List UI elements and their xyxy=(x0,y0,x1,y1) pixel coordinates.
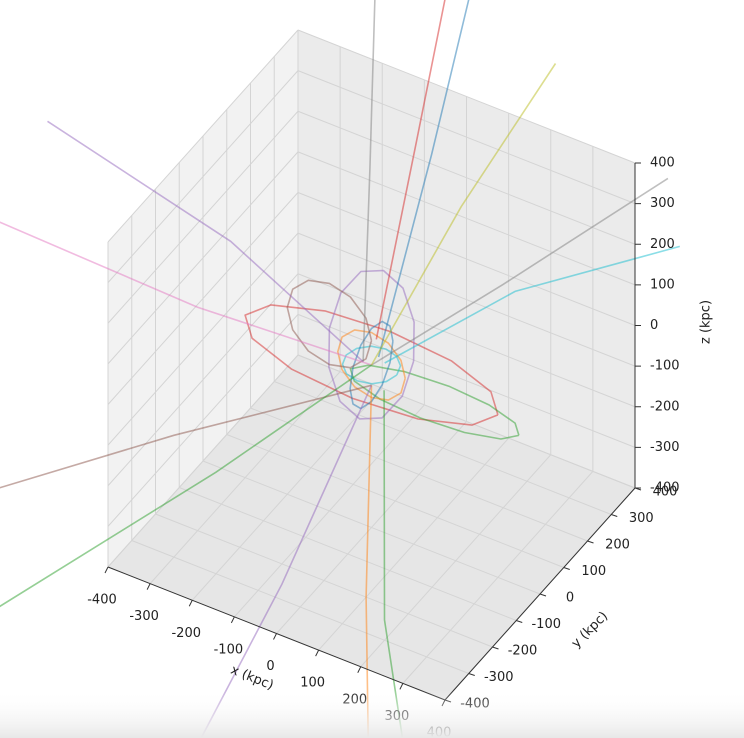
orbit xyxy=(0,221,372,366)
axes: -400-300-200-1000100200300400-400-300-20… xyxy=(87,156,713,738)
grid-line xyxy=(297,29,636,164)
z-tick-label: 100 xyxy=(650,277,675,292)
x-tick-label: 0 xyxy=(266,659,274,674)
grid-line xyxy=(107,232,299,446)
x-tick xyxy=(273,633,277,640)
grid-line xyxy=(297,110,636,245)
y-tick-label: 400 xyxy=(653,485,678,500)
grid-line xyxy=(226,434,564,568)
y-tick-label: -100 xyxy=(531,617,561,632)
orbit xyxy=(286,279,373,369)
orbit xyxy=(328,269,415,420)
x-tick xyxy=(399,683,404,690)
grid-line xyxy=(274,381,612,515)
grid-line xyxy=(297,192,636,326)
orbit xyxy=(362,0,376,362)
x-tick-label: -200 xyxy=(171,626,201,641)
orbit xyxy=(0,364,372,608)
x-tick xyxy=(357,666,362,673)
y-tick xyxy=(563,567,570,570)
grid-line xyxy=(107,70,299,283)
y-tick xyxy=(611,514,618,517)
orbit xyxy=(337,329,406,401)
grid-line xyxy=(107,151,299,365)
x-tick-label: -400 xyxy=(87,593,117,608)
y-tick-label: -200 xyxy=(508,644,538,659)
grid-line xyxy=(297,273,636,408)
orbit xyxy=(244,304,499,426)
z-axis-label: z (kpc) xyxy=(699,300,714,344)
grid-line xyxy=(107,273,299,487)
x-tick xyxy=(146,583,151,590)
orbit xyxy=(384,245,681,364)
y-tick xyxy=(492,646,499,650)
grid-line xyxy=(107,192,299,405)
grid-line xyxy=(297,232,636,367)
grid-line xyxy=(179,487,517,621)
x-tick-label: 100 xyxy=(300,676,325,691)
x-tick-label: -300 xyxy=(129,609,159,624)
orbit xyxy=(371,177,669,366)
y-tick-label: 100 xyxy=(581,564,606,579)
y-axis-label: y (kpc) xyxy=(569,609,611,651)
orbit xyxy=(0,384,372,489)
grid-line xyxy=(297,70,636,205)
z-tick-label: -100 xyxy=(650,359,680,374)
z-tick-label: 200 xyxy=(650,237,675,252)
y-tick-label: 0 xyxy=(566,591,574,606)
orbit xyxy=(377,0,470,358)
grid-line xyxy=(250,407,588,542)
orbit xyxy=(349,320,394,410)
orbit xyxy=(47,120,364,363)
orbits xyxy=(0,0,681,738)
z-tick-label: -400 xyxy=(650,481,680,496)
y-tick xyxy=(516,620,523,623)
grid-line xyxy=(297,151,636,286)
bottom-fade xyxy=(0,690,744,738)
orbit xyxy=(349,364,520,440)
grid-line xyxy=(107,354,299,568)
y-tick xyxy=(587,540,594,544)
grid-line xyxy=(297,313,636,448)
grid-line xyxy=(107,110,299,324)
y-tick-label: 300 xyxy=(629,511,654,526)
grid-line xyxy=(155,513,493,648)
z-tick-label: -200 xyxy=(650,399,680,414)
orbit xyxy=(365,385,373,738)
z-tick-label: 0 xyxy=(650,318,658,333)
x-tick xyxy=(188,600,193,607)
z-tick-label: 300 xyxy=(650,196,675,211)
orbit xyxy=(370,63,557,366)
orbit xyxy=(375,0,446,340)
x-tick xyxy=(315,649,320,657)
x-tick xyxy=(104,566,109,574)
grid-line xyxy=(131,540,469,674)
y-tick-label: 200 xyxy=(605,538,630,553)
y-tick-label: -300 xyxy=(484,670,514,685)
z-tick-label: -300 xyxy=(650,440,680,455)
x-tick-label: -100 xyxy=(214,642,244,657)
y-tick xyxy=(468,673,475,676)
y-tick xyxy=(539,593,547,597)
orbit xyxy=(383,390,404,738)
x-tick xyxy=(230,616,235,624)
z-tick-label: 400 xyxy=(650,156,675,171)
grid-line xyxy=(107,29,299,243)
grid-line xyxy=(202,460,541,595)
